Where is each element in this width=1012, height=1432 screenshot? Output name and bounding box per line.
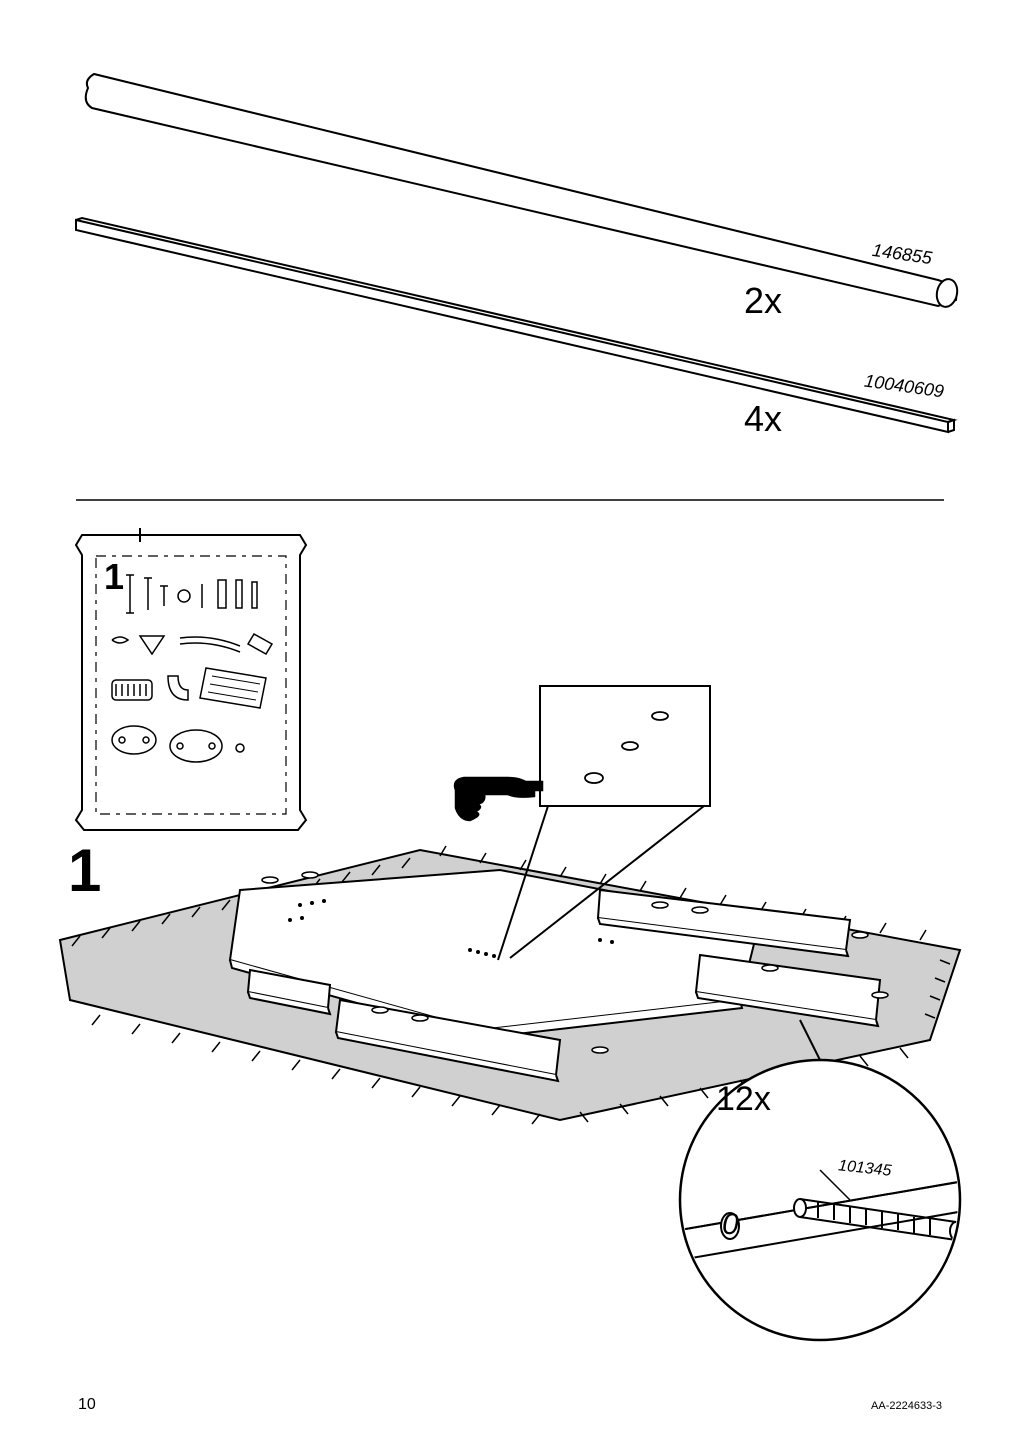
part-strip <box>76 218 954 432</box>
assembly-instruction-page: 2x 146855 4x 10040609 1 1 12x 101345 0 1… <box>0 0 1012 1432</box>
dowel-qty-label: 12x <box>716 1080 771 1119</box>
diagram-svg <box>0 0 1012 1432</box>
dowel-hole-indicator: 0 <box>722 1208 739 1242</box>
document-number: AA-2224633-3 <box>871 1400 942 1412</box>
step-number: 1 <box>68 836 101 905</box>
hardware-bag-label: 1 <box>104 556 124 598</box>
rod-qty-label: 2x <box>744 280 782 322</box>
strip-qty-label: 4x <box>744 398 782 440</box>
part-rod <box>86 74 960 309</box>
page-number: 10 <box>78 1396 96 1414</box>
